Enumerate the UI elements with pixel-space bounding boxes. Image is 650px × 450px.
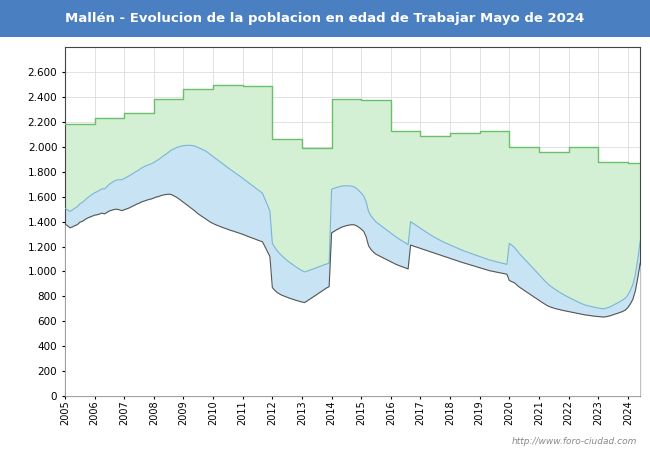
Text: http://www.foro-ciudad.com: http://www.foro-ciudad.com — [512, 436, 637, 446]
Text: Mallén - Evolucion de la poblacion en edad de Trabajar Mayo de 2024: Mallén - Evolucion de la poblacion en ed… — [66, 12, 584, 25]
